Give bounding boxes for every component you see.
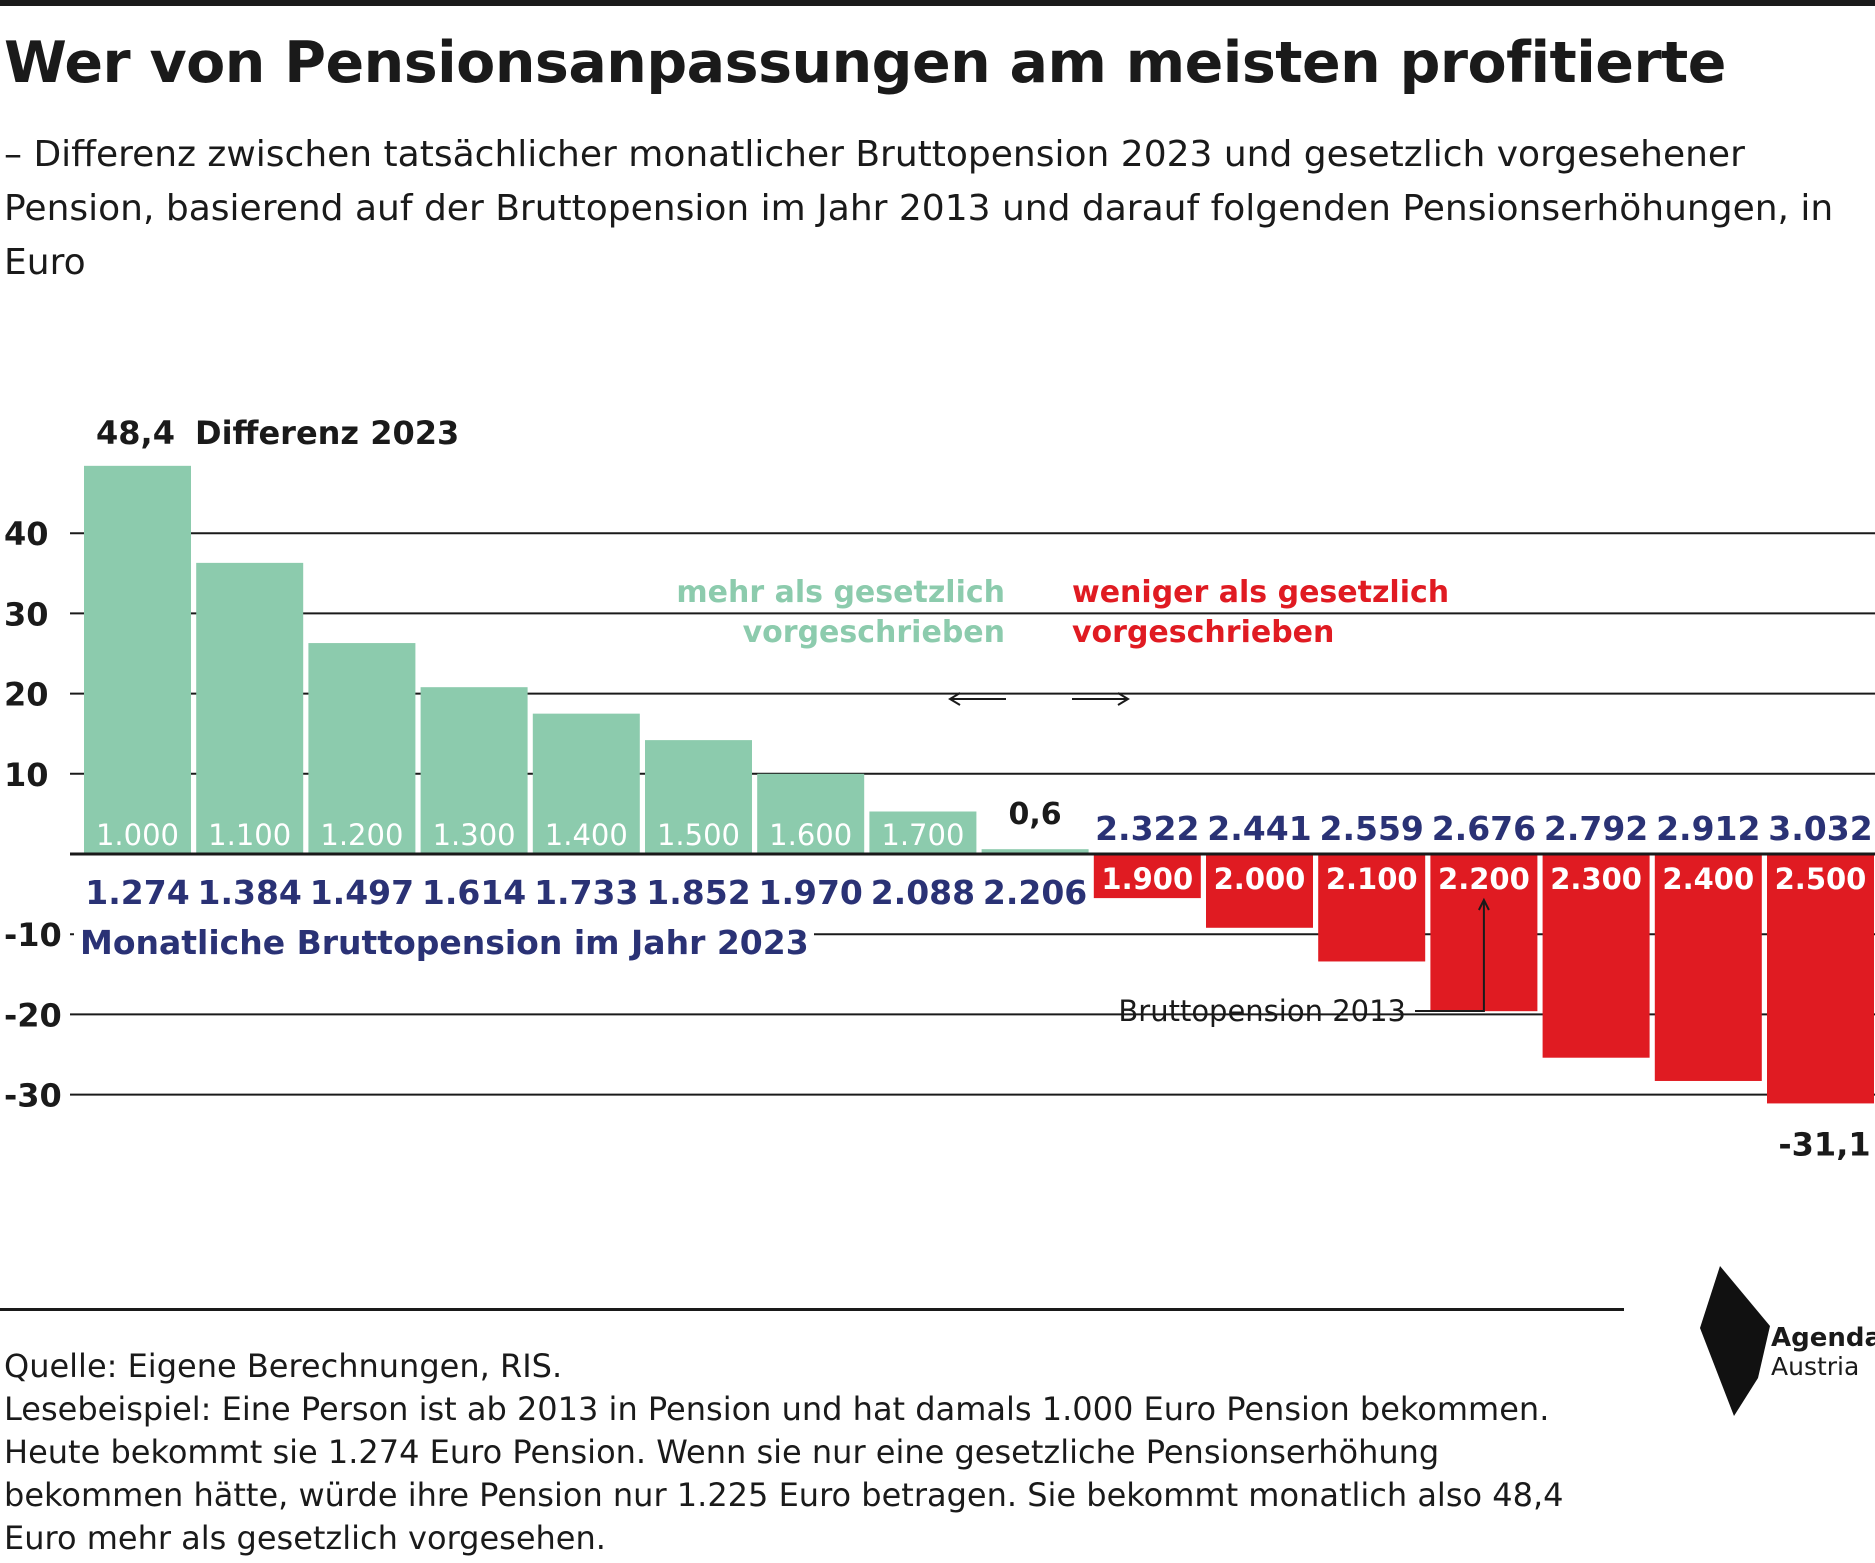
callout-2013: Bruttopension 2013 <box>1118 994 1406 1028</box>
pension-2023-label: 1.614 <box>422 873 526 912</box>
value-label: 0,6 <box>1009 797 1062 832</box>
source-line: Quelle: Eigene Berechnungen, RIS. <box>4 1347 563 1385</box>
callout-connector <box>1415 902 1485 1012</box>
series-label: Differenz 2023 <box>195 414 459 452</box>
pension-2023-label: 1.384 <box>198 873 302 912</box>
pension-2023-label: 2.792 <box>1544 809 1648 848</box>
arrow-left-icon <box>948 692 961 706</box>
y-tick-label: -20 <box>4 996 62 1034</box>
pension-2023-label: 1.274 <box>85 873 189 912</box>
pension-2013-label: 1.400 <box>545 818 628 852</box>
pension-2013-label: 2.100 <box>1326 862 1418 896</box>
pension-2013-label: 2.500 <box>1775 862 1867 896</box>
bar <box>1206 854 1313 928</box>
arrow-right-icon <box>1117 692 1130 706</box>
pension-2023-label: 2.441 <box>1207 809 1311 848</box>
y-tick-label: 30 <box>4 595 49 633</box>
top-rule <box>0 0 1875 6</box>
bar-chart: 40 30 20 10 -10 -20 -30 1.000 1.274 1.100 1.384 1.2… <box>4 414 1875 1163</box>
bar <box>645 740 752 854</box>
pension-2013-label: 1.700 <box>881 818 964 852</box>
value-label: 48,4 <box>96 414 175 452</box>
axis-label-background <box>74 920 814 966</box>
pension-2023-label: 2.088 <box>871 873 975 912</box>
pension-2013-label: 1.500 <box>657 818 740 852</box>
bar <box>1654 854 1762 1081</box>
y-tick-label: -30 <box>4 1077 62 1115</box>
pension-2013-label: 2.400 <box>1662 862 1754 896</box>
axis-label-2023: Monatliche Bruttopension im Jahr 2023 <box>80 923 809 962</box>
footer-rule <box>0 1308 1624 1311</box>
annotation-positive: mehr als gesetzlich <box>676 575 1005 610</box>
y-tick-label: -10 <box>4 916 62 954</box>
chart-title: Wer von Pensionsanpassungen am meisten p… <box>4 30 1726 96</box>
pension-2013-label: 1.200 <box>320 818 403 852</box>
pension-2023-label: 1.970 <box>759 873 863 912</box>
pension-2013-label: 1.000 <box>96 818 179 852</box>
reading-example: Lesebeispiel: Eine Person ist ab 2013 in… <box>4 1390 1564 1557</box>
logo-text-austria: Austria <box>1771 1352 1860 1381</box>
pension-2013-label: 1.900 <box>1101 862 1193 896</box>
bar <box>84 465 191 854</box>
bar <box>1318 854 1426 962</box>
bar <box>869 811 977 854</box>
value-label: -31,1 <box>1778 1125 1870 1163</box>
bar <box>981 849 1089 854</box>
pension-2023-label: 1.733 <box>534 873 638 912</box>
bar <box>1542 854 1650 1058</box>
chart-subtitle: – Differenz zwischen tatsächlicher monat… <box>4 134 1834 283</box>
bar <box>196 562 304 854</box>
pension-2013-label: 2.300 <box>1550 862 1642 896</box>
pension-2013-label: 1.300 <box>433 818 516 852</box>
bar <box>1767 854 1874 1104</box>
y-tick-label: 20 <box>4 676 49 714</box>
pension-2023-label: 2.206 <box>983 873 1087 912</box>
agenda-austria-logo-icon <box>1700 1266 1770 1416</box>
source-note: Quelle: Eigene Berechnungen, RIS. Lesebe… <box>4 1345 1564 1560</box>
bar <box>420 687 528 854</box>
callout-arrowhead-icon <box>1478 897 1490 911</box>
pension-2023-label: 2.912 <box>1656 809 1760 848</box>
pension-2023-label: 1.497 <box>310 873 414 912</box>
pension-2023-label: 3.032 <box>1768 809 1872 848</box>
y-tick-label: 10 <box>4 756 49 794</box>
logo-text-agenda: Agenda <box>1771 1323 1875 1353</box>
bar <box>757 773 865 854</box>
pension-2023-label: 2.322 <box>1095 809 1199 848</box>
bar <box>1093 854 1201 899</box>
pension-2023-label: 2.559 <box>1320 809 1424 848</box>
annotation-positive: vorgeschrieben <box>743 615 1005 650</box>
pension-2013-label: 1.600 <box>769 818 852 852</box>
bar <box>532 713 640 854</box>
annotation-negative: vorgeschrieben <box>1072 615 1334 650</box>
pension-2013-label: 2.200 <box>1438 862 1530 896</box>
bar <box>308 643 416 854</box>
pension-2013-label: 2.000 <box>1214 862 1306 896</box>
pension-2023-label: 2.676 <box>1432 809 1536 848</box>
annotation-negative: weniger als gesetzlich <box>1072 575 1449 610</box>
pension-2013-label: 1.100 <box>208 818 291 852</box>
y-tick-label: 40 <box>4 515 49 553</box>
pension-2023-label: 1.852 <box>646 873 750 912</box>
